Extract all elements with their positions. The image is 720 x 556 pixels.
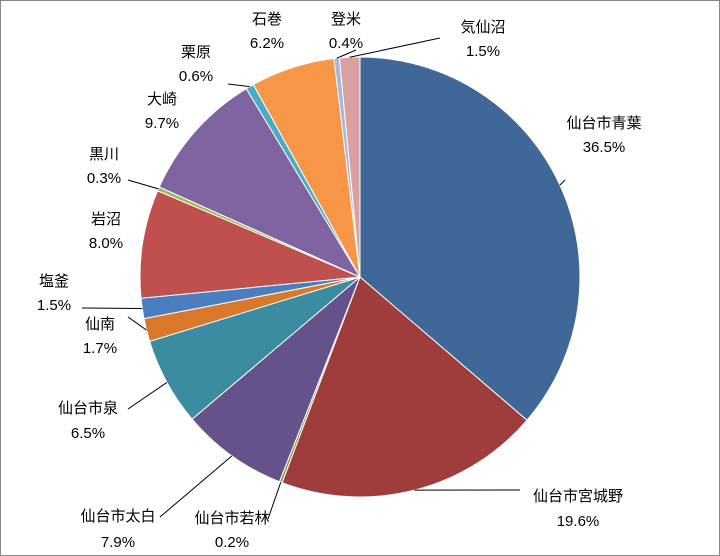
- value-label: 7.9%: [101, 534, 135, 551]
- category-label: 大崎: [147, 91, 177, 108]
- value-label: 1.5%: [466, 43, 500, 60]
- value-label: 6.5%: [71, 425, 105, 442]
- value-label: 36.5%: [583, 139, 626, 156]
- leader-line: [559, 179, 566, 186]
- category-label: 気仙沼: [460, 19, 505, 36]
- leader-line: [127, 381, 168, 410]
- category-label: 登米: [331, 11, 361, 28]
- category-label: 仙南: [85, 316, 115, 333]
- leader-line: [159, 455, 233, 518]
- category-label: 石巻: [252, 11, 282, 28]
- category-label: 仙台市青葉: [566, 115, 641, 132]
- pie-slice: [338, 56, 361, 278]
- value-label: 1.5%: [37, 297, 71, 314]
- category-label: 仙台市宮城野: [533, 488, 623, 505]
- pie-slice: [191, 276, 361, 483]
- value-label: 9.7%: [145, 115, 179, 132]
- value-label: 0.6%: [179, 68, 213, 85]
- leader-line: [349, 37, 441, 58]
- category-label: 仙台市泉: [58, 400, 118, 417]
- category-label: 塩釜: [39, 273, 69, 290]
- value-label: 0.2%: [215, 534, 249, 551]
- category-label: 黒川: [89, 146, 119, 163]
- leader-line: [227, 83, 250, 88]
- leader-line: [127, 179, 159, 190]
- pie-slice: [281, 276, 528, 498]
- value-label: 0.3%: [87, 170, 121, 187]
- category-label: 仙台市太白: [80, 508, 155, 525]
- leader-line: [267, 482, 282, 520]
- category-label: 栗原: [181, 44, 211, 61]
- value-label: 8.0%: [89, 235, 123, 252]
- pie-slice: [359, 56, 581, 421]
- category-label: 仙台市若林: [194, 510, 269, 527]
- leader-line: [127, 316, 147, 331]
- value-label: 1.7%: [83, 340, 117, 357]
- value-label: 6.2%: [250, 35, 284, 52]
- pie-slice: [139, 190, 361, 299]
- value-label: 19.6%: [557, 513, 600, 530]
- category-label: 岩沼: [91, 211, 121, 228]
- value-label: 0.4%: [329, 35, 363, 52]
- pie-slice: [158, 88, 362, 279]
- leader-line: [336, 49, 357, 59]
